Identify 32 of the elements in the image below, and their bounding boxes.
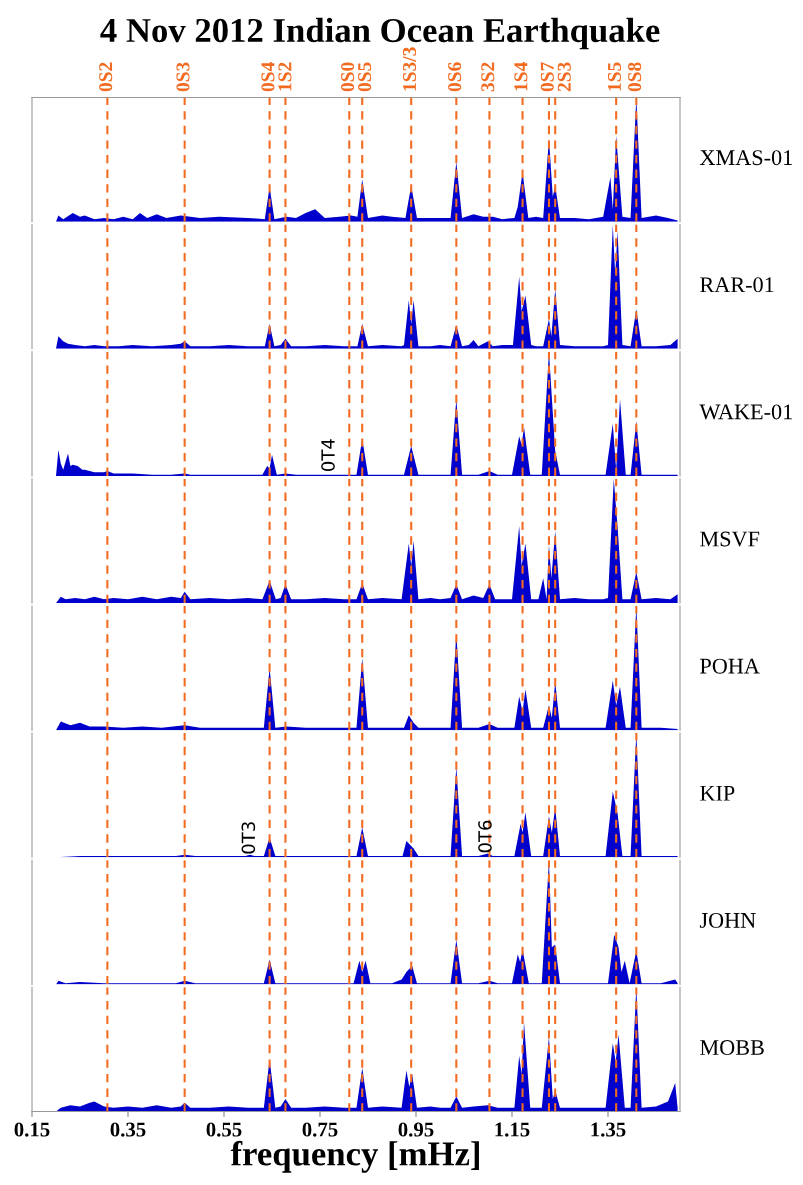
ref-line-label: 3S2 — [481, 62, 495, 92]
ref-line-label: 0S5 — [358, 62, 372, 92]
ref-line-label: 0S8 — [628, 62, 642, 92]
x-tick-label: 0.95 — [398, 1122, 434, 1137]
text: POHA — [700, 658, 760, 674]
text: JOHN — [699, 912, 756, 928]
series-label: MOBB — [700, 1040, 764, 1055]
x-tick-label: 0.35 — [110, 1122, 146, 1137]
ref-line-label: 0S6 — [448, 62, 462, 92]
ref-line-label: 0S2 — [99, 62, 113, 92]
ref-line-label: 0S7 — [540, 62, 554, 92]
ref-line-label: 1S2 — [278, 62, 292, 91]
ref-line-label: 0S3 — [176, 62, 190, 92]
text: MSVF — [700, 531, 760, 547]
ref-line-label: 1S5 — [607, 62, 622, 91]
text: KIP — [700, 785, 735, 801]
x-tick-label: 0.55 — [206, 1122, 242, 1137]
annotation: 0T4 — [321, 439, 335, 471]
x-axis-title: frequency [mHz] — [230, 1140, 479, 1173]
ref-line-label: 0S0 — [341, 62, 355, 92]
x-tick-label: 1.35 — [591, 1122, 626, 1137]
ref-line-label: 1S4 — [514, 62, 528, 91]
ref-line-label: 0S4 — [261, 62, 275, 92]
text: WAKE-01 — [699, 404, 792, 420]
x-tick-label: 0.15 — [14, 1122, 50, 1137]
ref-line-label: 2S3 — [557, 62, 571, 92]
text: RAR-01 — [700, 277, 774, 293]
annotation: 0T3 — [241, 822, 256, 854]
x-tick-label: 0.75 — [302, 1122, 338, 1137]
x-tick-label: 1.15 — [495, 1122, 530, 1137]
annotation: 0T6 — [478, 820, 492, 853]
text: XMAS-01 — [699, 150, 792, 166]
